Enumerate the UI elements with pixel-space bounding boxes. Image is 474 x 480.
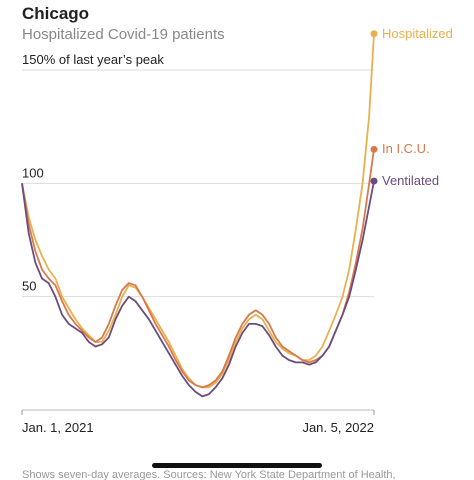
end-dot [370, 30, 378, 38]
series-label: Hospitalized [382, 25, 453, 41]
y-tick-label: 150% of last year’s peak [22, 52, 164, 67]
end-dot [370, 177, 378, 185]
x-tick-label: Jan. 1, 2021 [22, 420, 94, 435]
chart-subtitle: Hospitalized Covid-19 patients [22, 26, 225, 43]
line-series [21, 180, 375, 398]
series-label: In I.C.U. [382, 141, 430, 157]
line-series [21, 33, 375, 389]
chart-title: Chicago [22, 4, 89, 23]
end-dot [370, 145, 378, 153]
note: Shows seven-day averages. Sources: New Y… [22, 469, 396, 480]
y-tick-label: 50 [22, 279, 36, 294]
series-label: Ventilated [382, 173, 440, 189]
y-tick-label: 100 [22, 165, 44, 180]
home-indicator [152, 463, 322, 468]
line-series [21, 149, 375, 389]
x-tick-label: Jan. 5, 2022 [302, 420, 374, 435]
